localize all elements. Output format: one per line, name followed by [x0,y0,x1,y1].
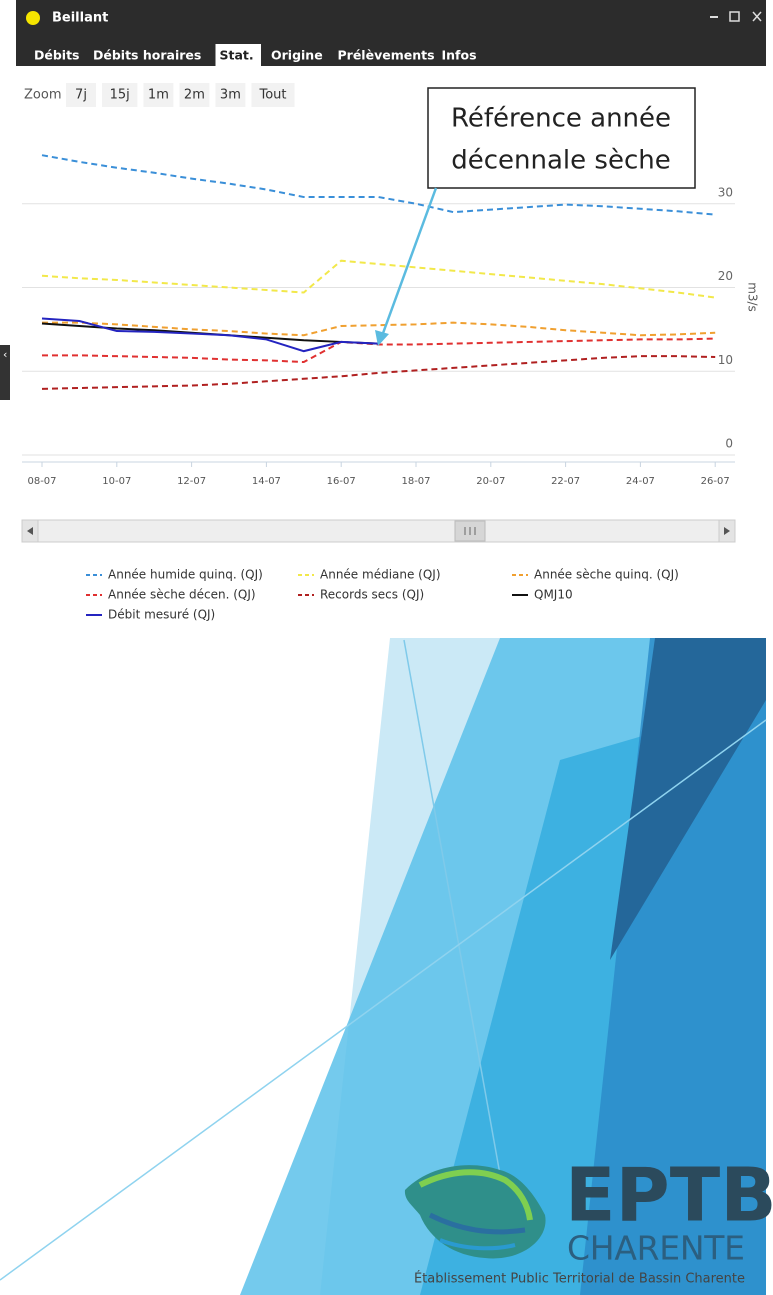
tab[interactable]: Origine [271,48,323,63]
annotation-text: Référence année [451,104,671,134]
logo-map [404,1165,546,1259]
zoom-label: Zoom [24,88,61,103]
zoom-button[interactable] [66,83,96,107]
zoom-button-label[interactable]: 15j [110,88,130,103]
window-controls [710,11,762,22]
window-header [16,0,766,66]
legend-label[interactable]: Débit mesuré (QJ) [108,608,215,622]
x-tick-label: 08-07 [27,476,56,487]
series-line [41,154,716,216]
x-tick-label: 24-07 [626,476,655,487]
series-line [41,317,379,353]
tab[interactable]: Prélèvements [338,48,435,63]
zoom-button-label[interactable]: 2m [184,88,205,103]
legend-label[interactable]: Année médiane (QJ) [320,568,441,582]
zoom-button[interactable] [102,83,138,107]
y-tick-label: 0 [725,437,733,451]
tab[interactable]: Infos [442,48,477,63]
tab[interactable]: Stat. [220,48,254,63]
zoom-button[interactable] [215,83,246,107]
legend-label[interactable]: Records secs (QJ) [320,588,424,602]
zoom-button[interactable] [251,83,295,107]
series-line [42,321,716,337]
side-tab-icon: ‹ [3,348,7,361]
logo-subname: CHARENTE [567,1229,745,1268]
legend-label[interactable]: Année sèche quinq. (QJ) [534,568,679,582]
x-tick-label: 12-07 [177,476,206,487]
legend-label[interactable]: Année sèche décen. (QJ) [108,588,256,602]
y-tick-label: 20 [718,269,733,283]
tab-selected-bg [215,44,261,66]
annotation-arrow [380,187,438,337]
zoom-button[interactable] [143,83,174,107]
zoom-button[interactable] [179,83,210,107]
annotation-box [427,87,696,189]
y-axis-label: m3/s [746,282,760,312]
zoom-button-label[interactable]: Tout [258,88,286,103]
zoom-button-label[interactable]: 3m [220,88,241,103]
tab[interactable]: Débits [34,48,80,63]
series-line [41,259,716,299]
zoom-button-label[interactable]: 7j [75,88,87,103]
legend-label[interactable]: QMJ10 [534,588,573,602]
x-tick-label: 18-07 [401,476,430,487]
y-tick-label: 10 [718,353,733,367]
legend-label[interactable]: Année humide quinq. (QJ) [108,568,263,582]
background-decor [0,638,767,1295]
logo-name: EPTB [565,1153,773,1239]
scrollbar[interactable] [21,519,736,543]
zoom-button-label[interactable]: 1m [148,88,169,103]
x-tick-label: 16-07 [327,476,356,487]
x-tick-label: 10-07 [102,476,131,487]
annotation-text: décennale sèche [451,146,670,176]
annotation-arrowhead [375,330,389,346]
logo-tagline: Établissement Public Territorial de Bass… [414,1271,745,1287]
series-line [41,355,716,390]
status-dot [26,11,40,25]
y-tick-label: 30 [718,185,733,199]
x-tick-label: 26-07 [701,476,730,487]
side-tab[interactable] [0,345,10,400]
x-tick-label: 20-07 [476,476,505,487]
x-tick-label: 14-07 [252,476,281,487]
x-tick-label: 22-07 [551,476,580,487]
window-title: Beillant [52,11,108,26]
tab[interactable]: Débits horaires [93,48,201,63]
